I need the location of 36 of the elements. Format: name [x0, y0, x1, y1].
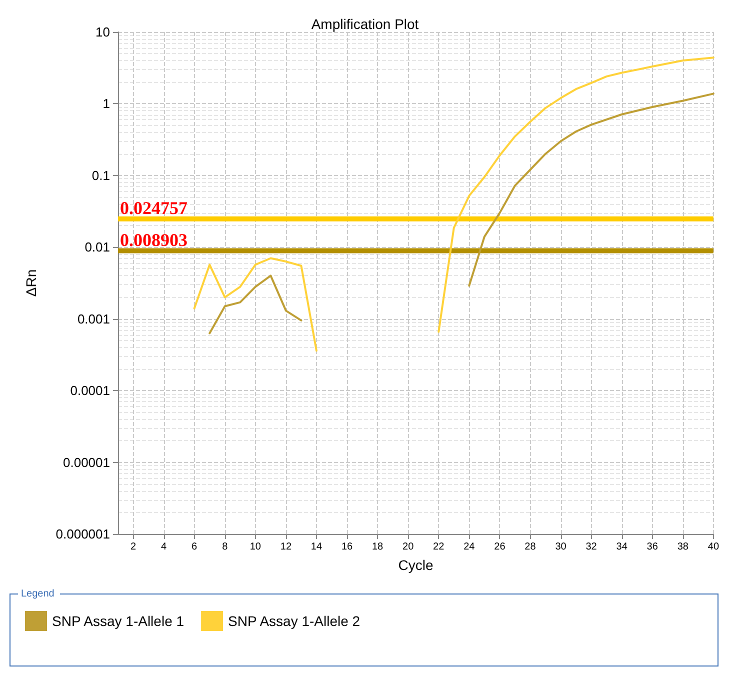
x-tick-label: 4	[161, 542, 168, 552]
x-tick-label: 24	[464, 542, 476, 552]
x-tick-label: 26	[494, 542, 506, 552]
x-tick-label: 12	[280, 542, 292, 552]
legend-title: Legend	[21, 588, 54, 600]
y-tick-label: 0.0001	[70, 383, 110, 398]
x-tick-label: 14	[310, 542, 322, 552]
x-tick-label: 36	[646, 542, 658, 552]
y-tick-label: 10	[96, 24, 110, 40]
x-tick-label: 22	[433, 542, 445, 552]
x-tick-label: 30	[555, 542, 567, 552]
legend-label: SNP Assay 1-Allele 1	[52, 613, 184, 629]
x-tick-label: 40	[708, 542, 720, 552]
y-tick-label: 0.1	[92, 168, 110, 183]
x-tick-label: 10	[250, 542, 262, 552]
y-tick-label: 0.000001	[56, 526, 110, 542]
y-tick-label: 0.01	[84, 240, 110, 255]
x-tick-label: 8	[222, 542, 228, 552]
x-axis-title: Cycle	[398, 557, 434, 573]
x-tick-label: 38	[677, 542, 689, 552]
chart-title: Amplification Plot	[311, 16, 419, 32]
y-tick-label: 1	[102, 96, 110, 112]
y-tick-label: 0.00001	[63, 454, 110, 470]
legend-label: SNP Assay 1-Allele 2	[228, 613, 360, 629]
x-tick-label: 2	[130, 542, 136, 552]
x-tick-label: 20	[402, 542, 414, 552]
x-tick-label: 16	[341, 542, 354, 552]
ref-line-label: 0.024757	[120, 198, 188, 218]
x-tick-label: 18	[372, 542, 384, 552]
x-tick-label: 32	[586, 542, 598, 552]
ref-line-label: 0.008903	[120, 230, 188, 250]
y-axis-title: ΔRn	[23, 269, 39, 297]
x-tick-label: 28	[524, 542, 536, 552]
x-tick-label: 34	[616, 542, 628, 552]
y-tick-label: 0.001	[77, 311, 110, 326]
x-tick-label: 6	[192, 542, 198, 552]
